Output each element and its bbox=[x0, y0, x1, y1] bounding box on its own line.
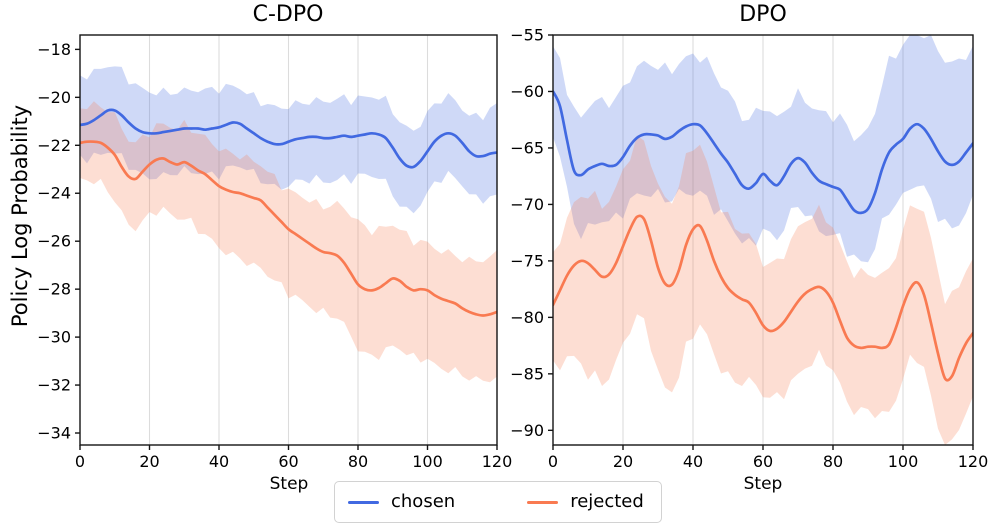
x-tick-label: 40 bbox=[683, 452, 703, 471]
x-tick-label: 80 bbox=[823, 452, 843, 471]
legend-label-rejected: rejected bbox=[570, 491, 644, 512]
y-tick-label: −18 bbox=[37, 40, 71, 59]
panel-dpo: 0 20 40 60 80 100 120 −55 −60 −65 −70 −75 −80 −85 −90 bbox=[510, 26, 988, 472]
x-tick-label: 0 bbox=[75, 452, 85, 471]
chart-title-dpo: DPO bbox=[739, 2, 787, 27]
y-tick-label: −65 bbox=[510, 138, 544, 157]
y-tick-label: −70 bbox=[510, 195, 544, 214]
y-tick-label: −22 bbox=[37, 136, 71, 155]
legend-item-chosen: chosen bbox=[348, 493, 455, 511]
series-line-rejected bbox=[80, 140, 497, 317]
y-tick-label: −60 bbox=[510, 82, 544, 101]
y-tick-label: −90 bbox=[510, 421, 544, 440]
y-tick-label: −24 bbox=[37, 184, 71, 203]
legend: chosen rejected bbox=[334, 481, 662, 523]
x-tick-label: 0 bbox=[548, 452, 558, 471]
y-tick-label: −20 bbox=[37, 88, 71, 107]
x-tick-label: 60 bbox=[278, 452, 298, 471]
chart-title-cdpo: C-DPO bbox=[252, 2, 324, 27]
x-axis-label-dpo: Step bbox=[743, 474, 783, 494]
series-line-rejected bbox=[553, 214, 973, 382]
y-tick-label: −85 bbox=[510, 364, 544, 383]
y-axis-label: Policy Log Probability bbox=[8, 104, 32, 328]
y-tick-label: −30 bbox=[37, 328, 71, 347]
x-tick-label: 120 bbox=[958, 452, 989, 471]
x-tick-label: 40 bbox=[209, 452, 229, 471]
y-tick-label: −26 bbox=[37, 232, 71, 251]
legend-swatch-rejected-line bbox=[527, 500, 559, 504]
x-axis-label-cdpo: Step bbox=[269, 474, 309, 494]
legend-item-rejected: rejected bbox=[527, 493, 644, 511]
x-tick-label: 60 bbox=[753, 452, 773, 471]
confidence-band-chosen bbox=[553, 35, 973, 263]
y-tick-label: −75 bbox=[510, 251, 544, 270]
legend-swatch-chosen-line bbox=[348, 500, 379, 504]
y-tick-label: −55 bbox=[510, 26, 544, 45]
panel-c-dpo: 0 20 40 60 80 100 120 −18 −20 −22 −24 −26 −28 −30 −32 −… bbox=[37, 34, 513, 471]
series-line-chosen bbox=[80, 108, 497, 169]
y-tick-label: −34 bbox=[37, 424, 71, 443]
x-tick-label: 100 bbox=[412, 452, 443, 471]
x-tick-label: 80 bbox=[348, 452, 368, 471]
confidence-band-chosen bbox=[80, 66, 497, 214]
x-tick-label: 20 bbox=[613, 452, 633, 471]
x-tick-label: 100 bbox=[888, 452, 919, 471]
legend-label-chosen: chosen bbox=[391, 491, 456, 512]
y-tick-label: −28 bbox=[37, 280, 71, 299]
x-tick-label: 120 bbox=[482, 452, 513, 471]
y-tick-label: −80 bbox=[510, 308, 544, 327]
confidence-band-rejected bbox=[553, 135, 973, 445]
series-line-chosen bbox=[553, 90, 973, 215]
x-tick-label: 20 bbox=[139, 452, 159, 471]
y-tick-label: −32 bbox=[37, 376, 71, 395]
confidence-band-rejected bbox=[80, 101, 497, 383]
